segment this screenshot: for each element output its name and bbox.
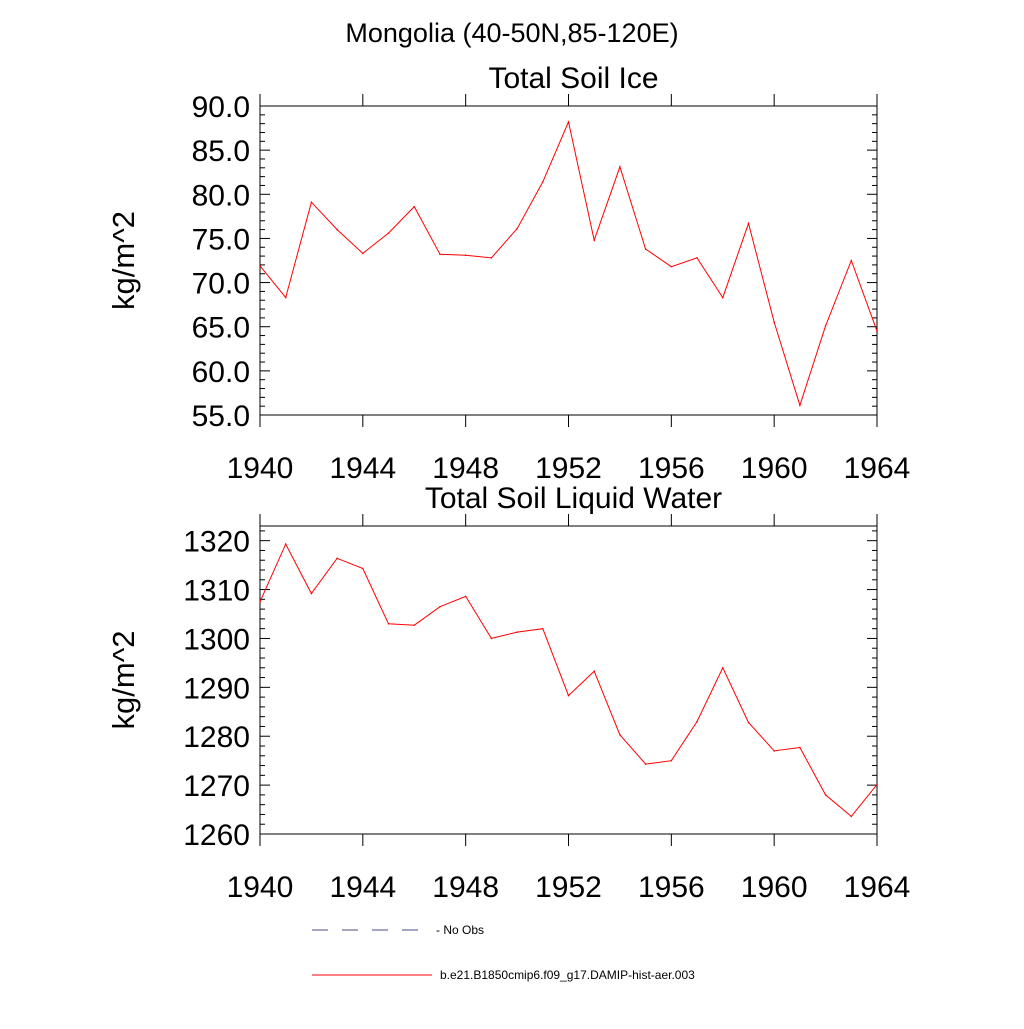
- data-point: [850, 815, 853, 818]
- y-tick-label: 1300: [183, 623, 250, 656]
- y-tick-label: 60.0: [192, 356, 250, 389]
- data-point: [721, 296, 724, 299]
- legend-label: b.e21.B1850cmip6.f09_g17.DAMIP-hist-aer.…: [440, 968, 695, 982]
- series-line: [259, 120, 878, 407]
- data-point: [644, 763, 647, 765]
- data-point: [284, 543, 287, 545]
- data-point: [773, 750, 775, 752]
- x-tick-label: 1960: [741, 871, 808, 904]
- data-point: [336, 228, 338, 231]
- y-tick-label: 1270: [183, 770, 250, 803]
- x-tick-label: 1940: [227, 452, 294, 485]
- data-point: [644, 248, 647, 250]
- series-line: [259, 542, 878, 818]
- data-point: [824, 325, 827, 327]
- data-point: [619, 166, 621, 168]
- y-tick-label: 90.0: [192, 91, 250, 124]
- data-point: [310, 201, 313, 204]
- x-tick-label: 1952: [535, 452, 602, 485]
- data-point: [541, 181, 544, 183]
- data-point: [387, 232, 390, 234]
- data-point: [259, 600, 261, 603]
- y-tick-label: 1260: [183, 819, 250, 852]
- data-point: [541, 627, 544, 630]
- data-point: [747, 222, 750, 225]
- y-tick-label: 65.0: [192, 312, 250, 345]
- data-point: [516, 631, 518, 633]
- y-tick-label: 85.0: [192, 135, 250, 168]
- data-point: [799, 746, 801, 749]
- chart-panel-2: Total Soil Liquid Water 1940 1944 1948 1952 1…: [106, 482, 910, 904]
- data-point: [593, 239, 596, 241]
- y-tick-label: 1290: [183, 672, 250, 705]
- data-point: [336, 557, 338, 560]
- data-point: [619, 733, 621, 736]
- y-tick-label: 70.0: [192, 268, 250, 301]
- x-tick-label: 1944: [329, 452, 396, 485]
- data-point: [439, 253, 441, 256]
- y-tick-label: 75.0: [192, 223, 250, 256]
- x-tick-label: 1956: [638, 871, 705, 904]
- data-point: [670, 265, 673, 268]
- data-point: [824, 794, 827, 796]
- x-tick-label: 1960: [741, 452, 808, 485]
- data-point: [670, 759, 673, 762]
- data-point: [876, 330, 878, 332]
- data-point: [362, 567, 364, 570]
- x-tick-label: 1964: [844, 871, 911, 904]
- data-point: [310, 592, 313, 595]
- data-point: [876, 783, 878, 786]
- data-point: [413, 205, 416, 208]
- plot-frame: [259, 525, 878, 835]
- y-axis-label: kg/m^2: [106, 211, 141, 310]
- panel-title: Total Soil Liquid Water: [425, 482, 722, 515]
- data-point: [284, 296, 287, 299]
- x-tick-label: 1964: [844, 452, 911, 485]
- chart-panels: Total Soil Ice 1940 1944 1948 1952 1956 1960 19…: [106, 62, 910, 904]
- y-tick-label: 80.0: [192, 179, 250, 212]
- x-tick-label: 1952: [535, 871, 602, 904]
- data-point: [593, 670, 596, 672]
- data-point: [516, 227, 518, 230]
- legend-entry: b.e21.B1850cmip6.f09_g17.DAMIP-hist-aer.…: [312, 968, 695, 982]
- data-point: [721, 666, 724, 669]
- data-point: [259, 264, 261, 267]
- data-point: [567, 694, 570, 697]
- data-point: [464, 595, 467, 598]
- data-point: [773, 321, 775, 324]
- y-tick-label: 1320: [183, 526, 250, 559]
- figure-suptitle: Mongolia (40-50N,85-120E): [345, 18, 678, 48]
- data-point: [696, 257, 698, 259]
- y-tick-label: 55.0: [192, 400, 250, 433]
- legend: - No Obs b.e21.B1850cmip6.f09_g17.DAMIP-h…: [312, 923, 695, 982]
- y-tick-label: 1310: [183, 575, 250, 608]
- data-point: [362, 252, 364, 255]
- data-point: [413, 624, 416, 627]
- legend-entry: - No Obs: [312, 923, 484, 937]
- data-point: [567, 121, 570, 123]
- x-tick-label: 1944: [329, 871, 396, 904]
- data-point: [490, 257, 493, 259]
- x-tick-label: 1940: [227, 871, 294, 904]
- x-tick-label: 1956: [638, 452, 705, 485]
- x-tick-label: 1948: [432, 871, 499, 904]
- data-point: [464, 254, 467, 257]
- data-point: [747, 721, 750, 724]
- data-point: [850, 259, 853, 262]
- panel-title: Total Soil Ice: [488, 62, 658, 95]
- chart-panel-1: Total Soil Ice 1940 1944 1948 1952 1956 1960 19…: [106, 62, 910, 485]
- data-point: [490, 637, 493, 640]
- y-tick-label: 1280: [183, 721, 250, 754]
- data-point: [799, 404, 801, 407]
- data-point: [439, 605, 441, 608]
- plot-frame: [259, 105, 878, 416]
- legend-label: - No Obs: [436, 923, 484, 937]
- data-point: [387, 622, 390, 625]
- x-tick-label: 1948: [432, 452, 499, 485]
- data-point: [696, 720, 698, 723]
- y-axis-label: kg/m^2: [106, 631, 141, 730]
